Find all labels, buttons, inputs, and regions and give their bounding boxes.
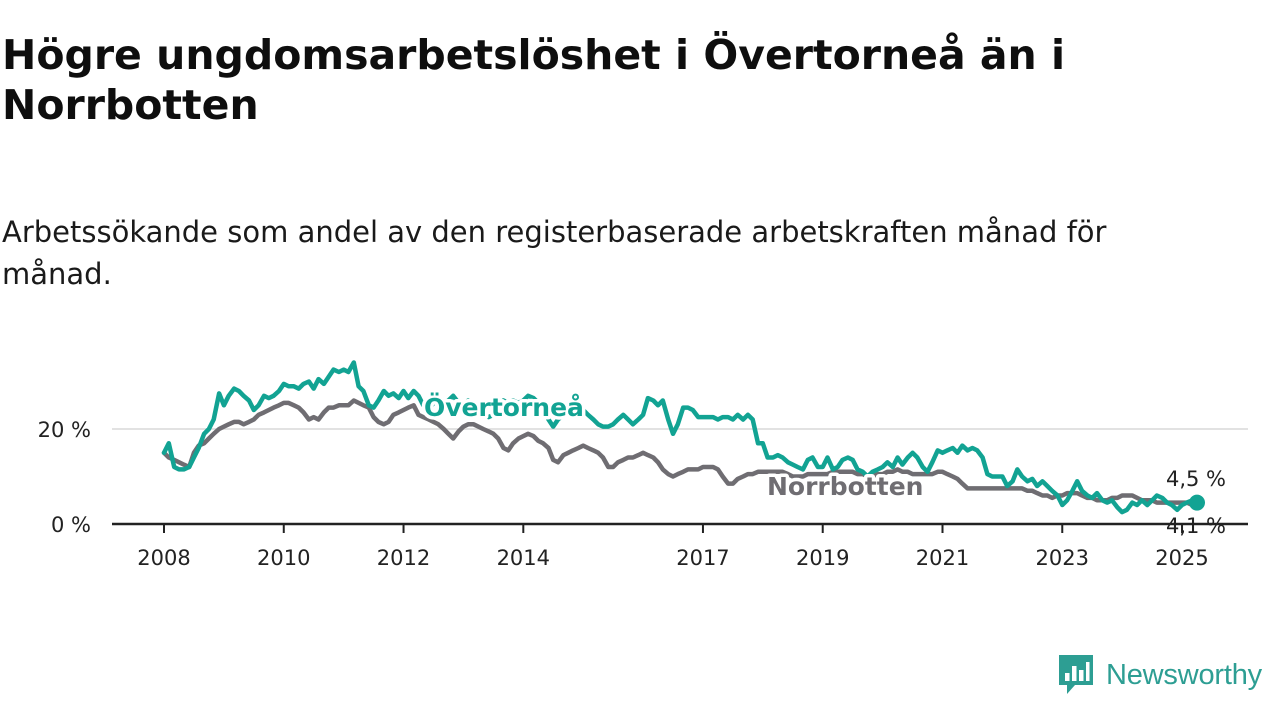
x-tick-label: 2021 [916,546,969,570]
x-tick-label: 2014 [497,546,550,570]
brand: Newsworthy [1058,654,1262,696]
series-line-overtornea [161,360,1200,515]
x-tick-label: 2025 [1155,546,1208,570]
series-line-norrbotten [161,398,1200,508]
x-tick-label: 2012 [377,546,430,570]
series-label-norrbotten: Norrbotten [767,472,923,501]
endpoint-marker [1189,494,1205,511]
series-label-overtornea: Övertorneå [424,392,584,422]
series-lines [161,360,1205,515]
x-tick-label: 2008 [137,546,190,570]
series-label-norrbotten-halo: Norrbotten [767,472,923,501]
end-value-label-halo: 4,1 % [1166,514,1226,538]
chart-title: Högre ungdomsarbetslöshet i Övertorneå ä… [2,31,1066,129]
newsworthy-logo-icon [1059,655,1093,694]
x-tick-label: 2010 [257,546,310,570]
chart-subtitle: Arbetssökande som andel av den registerb… [2,215,1107,291]
axes: 0 % 20 % 2008 2010 2012 2014 2017 2019 2021 2023 2… [38,418,1248,570]
x-tick-label: 2017 [676,546,729,570]
y-tick-label: 20 % [38,418,91,442]
brand-name: Newsworthy [1106,658,1262,691]
x-tick-label: 2023 [1036,546,1089,570]
end-value-label-halo: 4,5 % [1166,467,1226,491]
x-tick-label: 2019 [796,546,849,570]
y-tick-label: 0 % [51,513,91,537]
end-value-label: 4,1 % [1166,514,1226,538]
series-labels: ÖvertorneåÖvertorneåNorrbottenNorrbotten… [421,389,1230,542]
end-value-label: 4,5 % [1166,467,1226,491]
series-label-overtornea-halo: Övertorneå [424,392,584,422]
